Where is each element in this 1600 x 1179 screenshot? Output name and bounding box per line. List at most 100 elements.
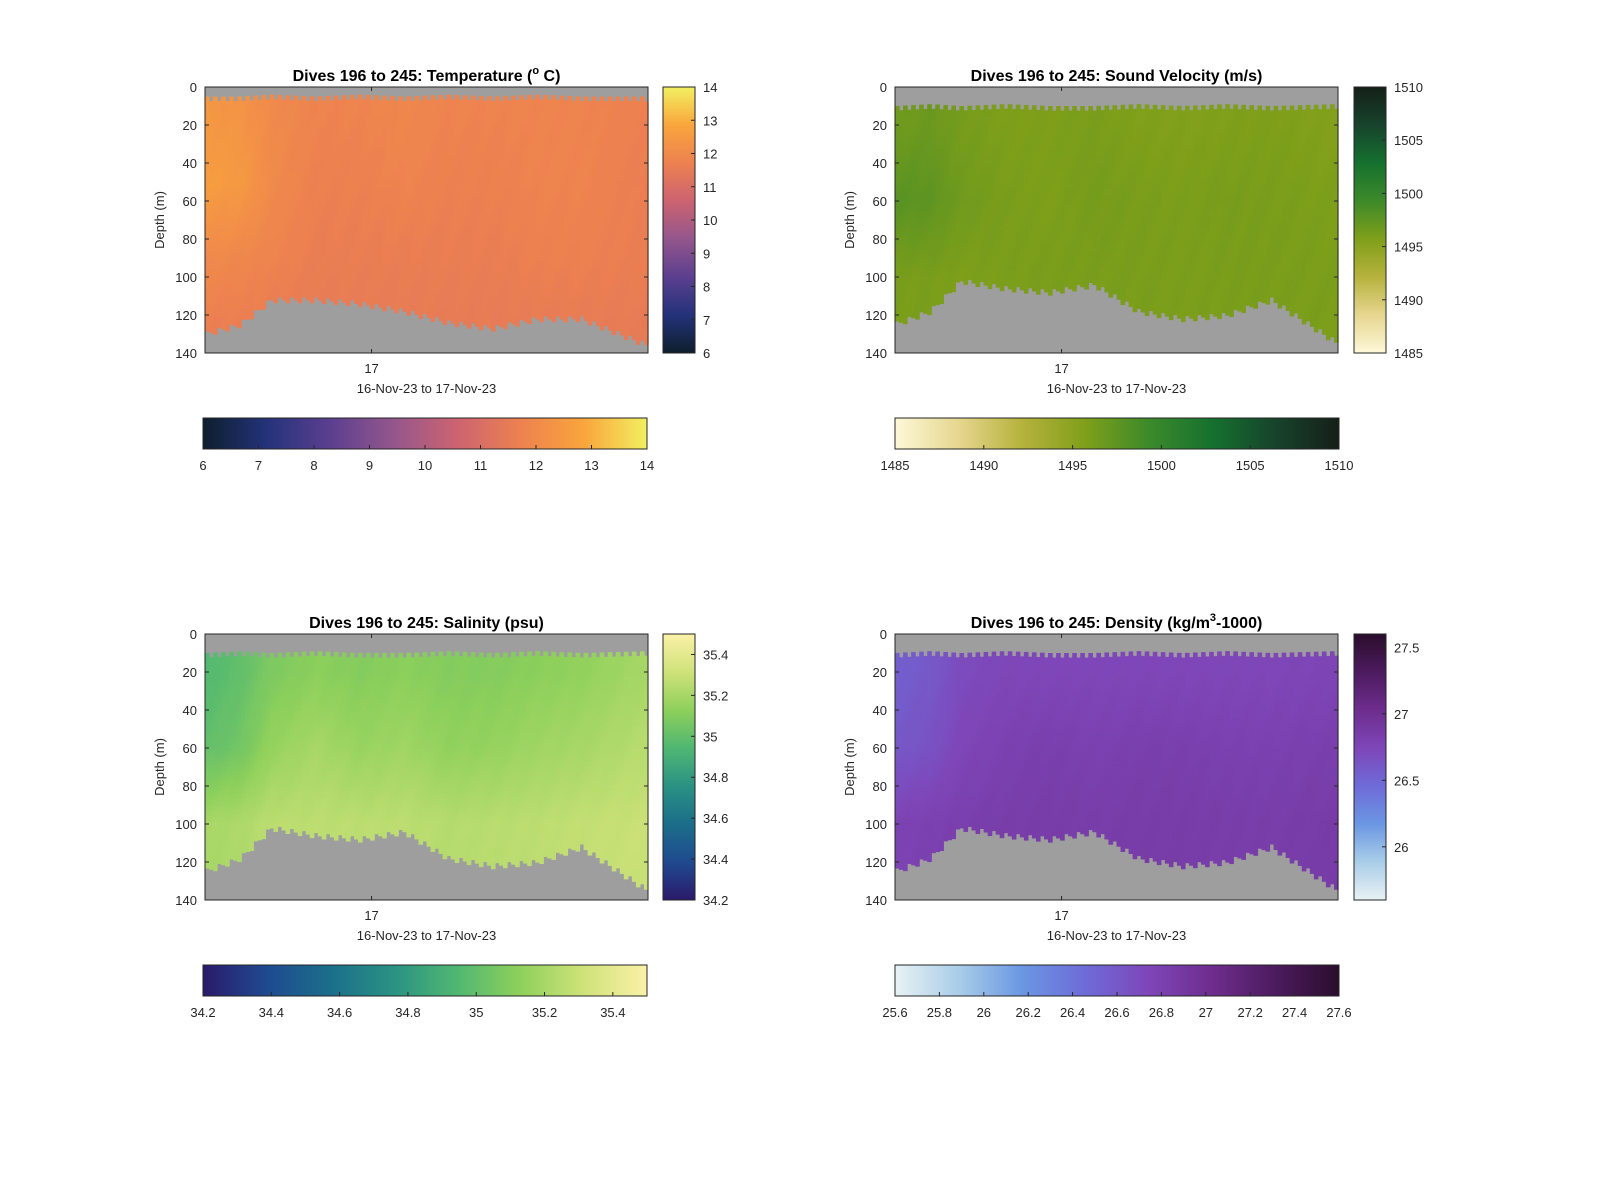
heatmap-cell: [915, 309, 920, 315]
heatmap-cell: [302, 156, 307, 162]
heatmap-cell: [326, 131, 331, 137]
heatmap-cell: [217, 169, 222, 175]
heatmap-cell: [366, 111, 371, 117]
heatmap-cell: [527, 118, 532, 124]
heatmap-cell: [265, 140, 270, 146]
heatmap-cell: [624, 297, 629, 304]
heatmap-cell: [386, 234, 391, 240]
heatmap-cell: [350, 280, 355, 286]
heatmap-cell: [277, 272, 282, 278]
heatmap-cell: [515, 111, 520, 117]
heatmap-cell: [290, 189, 295, 195]
heatmap-cell: [406, 255, 411, 261]
heatmap-cell: [221, 201, 226, 207]
heatmap-cell: [576, 248, 581, 254]
heatmap-cell: [555, 197, 560, 203]
heatmap-cell: [354, 293, 359, 299]
heatmap-cell: [294, 162, 299, 168]
heatmap-cell: [551, 220, 556, 226]
heatmap-cell: [390, 203, 395, 209]
heatmap-cell: [519, 146, 524, 152]
heatmap-cell: [237, 97, 242, 103]
heatmap-cell: [559, 140, 564, 146]
heatmap-cell: [221, 131, 226, 137]
heatmap-cell: [491, 210, 496, 216]
heatmap-cell: [326, 182, 331, 188]
heatmap-cell: [265, 210, 270, 216]
heatmap-cell: [935, 120, 940, 126]
heatmap-cell: [394, 186, 399, 192]
chart-title: Dives 196 to 245: Temperature (o C): [293, 65, 561, 85]
heatmap-cell: [455, 164, 460, 170]
heatmap-cell: [205, 237, 210, 243]
heatmap-cell: [624, 212, 629, 219]
heatmap-cell: [314, 194, 319, 200]
heatmap-cell: [269, 177, 274, 183]
heatmap-cell: [418, 253, 423, 259]
heatmap-cell: [499, 174, 504, 180]
heatmap-cell: [451, 150, 456, 156]
heatmap-cell: [422, 150, 427, 156]
heatmap-cell: [302, 191, 307, 197]
heatmap-cell: [253, 187, 258, 193]
heatmap-cell: [907, 115, 912, 121]
heatmap-cell: [455, 234, 460, 240]
heatmap-cell: [620, 206, 625, 212]
heatmap-cell: [471, 113, 476, 119]
heatmap-cell: [531, 186, 536, 192]
heatmap-cell: [567, 173, 572, 179]
heatmap-cell: [257, 205, 262, 211]
heatmap-cell: [302, 292, 307, 298]
heatmap-cell: [370, 251, 375, 257]
heatmap-cell: [588, 129, 593, 135]
heatmap-cell: [511, 96, 516, 102]
heatmap-cell: [604, 219, 609, 225]
heatmap-cell: [398, 228, 403, 234]
heatmap-cell: [491, 297, 496, 303]
heatmap-cell: [354, 161, 359, 167]
heatmap-cell: [374, 121, 379, 127]
heatmap-cell: [410, 295, 415, 301]
heatmap-cell: [394, 143, 399, 149]
heatmap-cell: [265, 104, 270, 110]
heatmap-cell: [943, 181, 948, 186]
colorbar-tick-label: 6: [703, 346, 710, 361]
heatmap-cell: [221, 283, 226, 289]
heatmap-cell: [535, 201, 540, 207]
heatmap-cell: [515, 202, 520, 208]
heatmap-cell: [899, 290, 904, 296]
heatmap-cell: [927, 293, 932, 299]
heatmap-cell: [939, 245, 944, 250]
heatmap-cell: [439, 151, 444, 157]
heatmap-cell: [895, 246, 900, 252]
heatmap-cell: [374, 137, 379, 143]
heatmap-cell: [209, 269, 214, 275]
heatmap-cell: [547, 171, 552, 177]
heatmap-cell: [911, 148, 916, 154]
heatmap-cell: [523, 166, 528, 172]
heatmap-cell: [354, 268, 359, 274]
heatmap-cell: [422, 161, 427, 167]
heatmap-cell: [600, 236, 605, 242]
heatmap-cell: [298, 166, 303, 172]
heatmap-cell: [632, 230, 637, 237]
heatmap-cell: [588, 101, 593, 107]
heatmap-cell: [402, 101, 407, 107]
heatmap-cell: [612, 212, 617, 218]
heatmap-cell: [354, 227, 359, 233]
heatmap-cell: [406, 304, 411, 310]
heatmap-cell: [318, 203, 323, 209]
heatmap-cell: [592, 248, 597, 254]
heatmap-cell: [899, 306, 904, 312]
heatmap-cell: [463, 170, 468, 176]
colorbar-vertical: [663, 87, 695, 353]
heatmap-cell: [245, 208, 250, 214]
heatmap-cell: [563, 150, 568, 156]
heatmap-cell: [923, 252, 928, 258]
heatmap-cell: [899, 179, 904, 185]
heatmap-cell: [499, 315, 504, 321]
heatmap-cell: [919, 156, 924, 162]
heatmap-cell: [608, 301, 613, 307]
heatmap-cell: [217, 197, 222, 203]
heatmap-cell: [414, 309, 419, 315]
